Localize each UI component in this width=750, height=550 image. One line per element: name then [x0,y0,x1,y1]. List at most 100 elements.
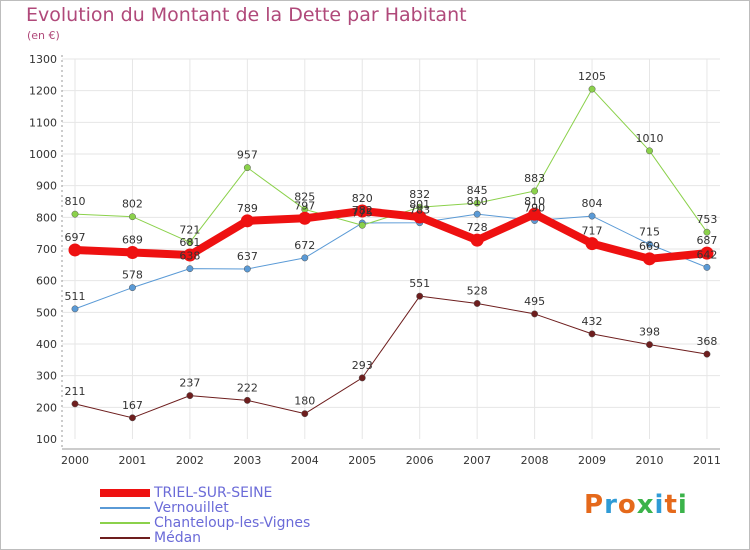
data-label: 689 [122,233,143,246]
data-point [646,240,653,248]
data-label: 495 [524,295,545,308]
data-label: 789 [237,202,258,215]
x-tick-label: 2003 [233,454,261,467]
data-label: 432 [582,315,603,328]
logo-letter: r [604,490,618,520]
logo-letter: i [677,490,688,520]
data-label: 167 [122,399,143,412]
data-label: 637 [237,250,258,263]
x-tick-label: 2010 [636,454,664,467]
data-label: 810 [524,195,545,208]
data-label: 1205 [578,70,606,83]
data-label: 697 [65,231,86,244]
data-label: 845 [467,184,488,197]
data-point [588,212,596,220]
data-point [358,374,366,382]
logo-letter: i [654,490,665,520]
data-label: 753 [696,213,717,226]
data-point [71,400,79,408]
logo-letter: x [636,490,655,520]
series-line [74,295,708,419]
data-point [531,310,539,318]
data-point [355,204,369,218]
logo-letter: t [664,490,678,520]
data-label: 790 [524,202,545,215]
data-label: 728 [467,221,488,234]
data-point [129,284,136,292]
y-tick-label: 1100 [29,116,57,129]
legend-label: Chanteloup-les-Vignes [154,515,311,531]
data-label: 398 [639,326,660,339]
data-label: 721 [179,223,200,236]
series-line [71,207,711,263]
series-line [74,88,708,243]
y-tick-label: 1300 [29,53,57,66]
data-label: 528 [467,284,488,297]
y-tick-label: 200 [36,401,57,414]
data-label: 511 [65,290,86,303]
x-tick-label: 2009 [578,454,606,467]
data-label: 820 [352,192,373,205]
data-point [416,292,424,300]
legend-label: Médan [154,530,202,546]
data-label: 211 [65,385,86,398]
chart-title: Evolution du Montant de la Dette par Hab… [26,4,467,26]
x-tick-label: 2011 [693,454,721,467]
data-point [358,221,366,229]
data-point [646,341,653,349]
data-label: 717 [582,225,603,238]
x-tick-label: 2000 [61,454,89,467]
data-label: 810 [65,195,86,208]
data-point [183,248,197,262]
legend-swatch [100,522,150,524]
y-tick-label: 900 [36,180,57,193]
data-point [703,228,711,236]
data-point [531,187,539,195]
data-point [643,252,656,266]
x-tick-label: 2007 [463,454,491,467]
y-tick-label: 400 [36,338,57,351]
data-point [186,238,194,246]
legend-swatch [100,537,150,539]
chart-unit: (en €) [27,29,60,42]
data-label: 551 [409,277,430,290]
data-point [71,210,79,218]
data-point [71,305,79,313]
x-tick-label: 2001 [118,454,146,467]
data-point [243,265,251,273]
logo-letter: P [584,490,605,520]
data-label: 642 [696,248,717,261]
data-label: 810 [467,195,488,208]
data-label: 222 [237,381,258,394]
y-tick-label: 800 [36,211,57,224]
data-label: 775 [352,206,373,219]
data-point [470,233,484,247]
data-point [129,213,136,221]
x-tick-label: 2008 [521,454,549,467]
data-point [125,245,139,259]
data-point [700,246,714,260]
data-label: 801 [409,198,430,211]
data-point [473,199,481,207]
data-point [588,330,596,338]
series-line [74,213,708,310]
data-point [298,211,312,225]
y-tick-label: 600 [36,275,57,288]
x-tick-label: 2005 [348,454,376,467]
data-label: 957 [237,149,258,162]
x-tick-label: 2002 [176,454,204,467]
data-label: 368 [696,335,717,348]
y-tick-label: 1000 [29,148,57,161]
data-point [240,214,254,228]
y-tick-label: 100 [36,433,57,446]
data-point [301,410,309,418]
proxiti-logo: Proxiti [584,490,688,520]
data-point [243,164,251,172]
data-label: 825 [294,190,315,203]
data-label: 180 [294,395,315,408]
data-point [301,254,309,262]
data-label: 715 [639,225,660,238]
data-label: 669 [639,240,660,253]
